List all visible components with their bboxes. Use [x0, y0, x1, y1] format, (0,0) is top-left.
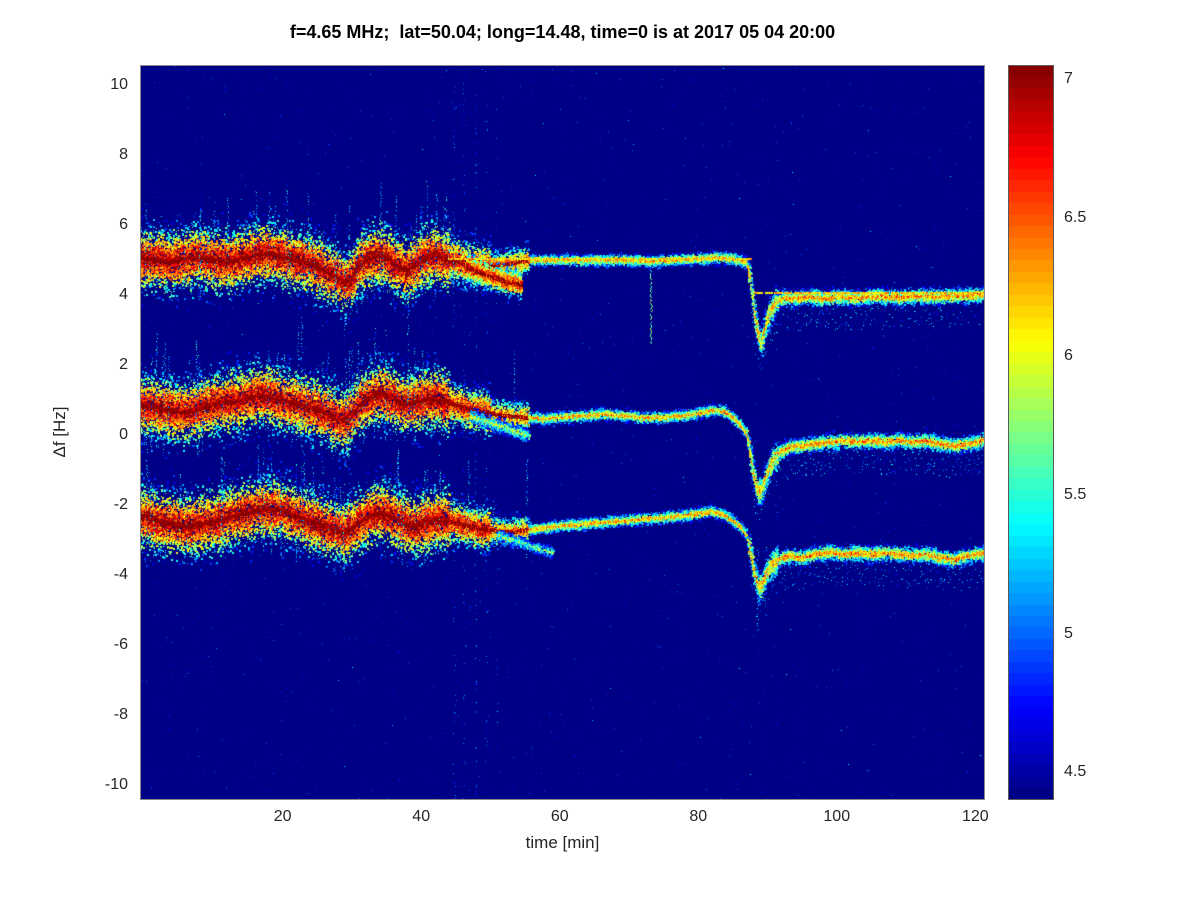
x-tick-label: 120 [961, 808, 989, 825]
x-tick-label: 60 [550, 808, 569, 825]
y-tick-label: -6 [113, 635, 128, 653]
heatmap-canvas [140, 65, 985, 800]
colorbar-tick-label: 5.5 [1064, 485, 1087, 503]
y-tick-label: 6 [119, 215, 128, 233]
colorbar-tick-label: 6.5 [1064, 208, 1087, 226]
x-tick-label: 40 [412, 808, 431, 825]
y-tick-label: 10 [110, 75, 128, 93]
y-tick-label: -2 [113, 495, 128, 513]
colorbar-tick-label: 7 [1064, 69, 1073, 87]
y-tick-label: 2 [119, 355, 128, 373]
x-tick-label: 100 [823, 808, 851, 825]
x-tick-label: 80 [689, 808, 708, 825]
y-tick-label: -8 [113, 705, 128, 723]
y-tick-label: -10 [104, 775, 128, 793]
colorbar-tick-label: 6 [1064, 347, 1073, 365]
colorbar-canvas [1008, 65, 1054, 800]
colorbar-tick-label: 5 [1064, 624, 1073, 642]
y-tick-label: 0 [119, 425, 128, 443]
x-tick-label: 20 [273, 808, 292, 825]
colorbar-tick-label: 4.5 [1064, 763, 1087, 781]
chart-title: f=4.65 MHz; lat=50.04; long=14.48, time=… [289, 22, 836, 42]
x-axis-label: time [min] [525, 833, 600, 852]
y-tick-label: 4 [119, 285, 128, 303]
y-tick-label: -4 [113, 565, 128, 583]
y-tick-label: 8 [119, 145, 128, 163]
